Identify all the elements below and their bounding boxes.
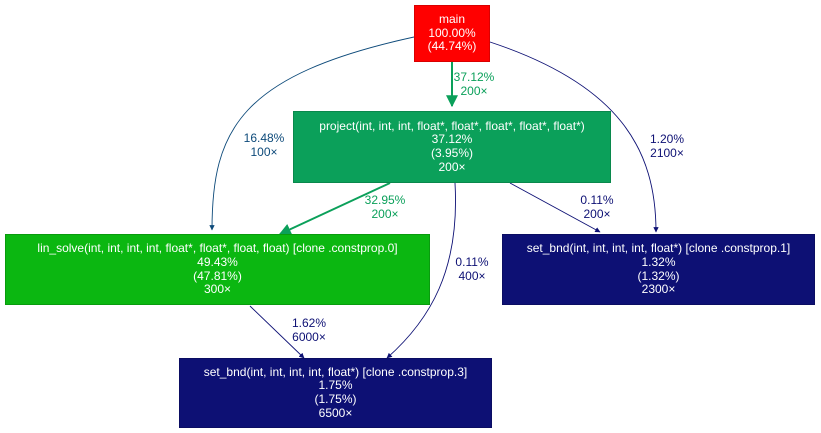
node-set-bnd1-total: 1.32% [641,254,676,269]
edge-main-set-bnd1 [489,41,659,233]
edge-label-main-project: 37.12% 200× [453,70,495,98]
edge-label-project-set-bnd1: 0.11% 200× [580,193,614,221]
edge-label-main-lin-solve: 16.48% 100× [243,131,285,159]
node-project-total: 37.12% [431,132,473,147]
node-lin-solve-calls: 300× [203,282,232,297]
edge-project-set-bnd1 [509,182,601,233]
node-lin-solve-self: (47.81%) [193,268,242,283]
node-set-bnd3-self: (1.75%) [314,392,357,406]
node-set-bnd-constprop-1[interactable]: set_bnd(int, int, int, int, float*) [clo… [502,234,815,305]
node-set-bnd3-total: 1.75% [318,378,353,393]
edge-main-lin-solve [209,36,415,231]
edge-calls: 200× [371,206,399,221]
edge-pct: 1.20% [649,132,685,146]
node-project[interactable]: project(int, int, int, float*, float*, f… [293,111,611,183]
edge-calls: 200× [460,83,488,98]
node-lin-solve-name: lin_solve(int, int, int, int, float*, fl… [37,241,398,256]
node-main-self: (44.74%) [427,39,477,54]
edge-calls: 100× [250,144,278,159]
edge-calls: 400× [458,268,486,283]
edge-calls: 200× [583,206,611,221]
edge-label-project-set-bnd3: 0.11% 400× [455,255,489,283]
edge-pct: 32.95% [364,193,406,207]
edge-project-set-bnd3 [386,182,456,359]
node-lin-solve[interactable]: lin_solve(int, int, int, int, float*, fl… [5,234,430,305]
edge-calls: 6000× [292,329,326,344]
node-set-bnd1-self: (1.32%) [637,268,680,283]
node-project-name: project(int, int, int, float*, float*, f… [319,118,585,133]
node-set-bnd1-name: set_bnd(int, int, int, int, float*) [clo… [526,241,791,256]
edge-pct: 0.11% [580,193,614,207]
node-set-bnd-constprop-3[interactable]: set_bnd(int, int, int, int, float*) [clo… [179,358,492,428]
node-set-bnd1-calls: 2300× [641,282,676,297]
edge-label-project-lin-solve: 32.95% 200× [364,193,406,221]
edge-pct: 16.48% [243,131,285,145]
node-lin-solve-total: 49.43% [197,254,238,269]
edge-calls: 2100× [650,145,684,160]
edge-label-main-set-bnd1: 1.20% 2100× [649,132,685,160]
node-main-name: main [438,12,465,27]
edge-project-lin-solve [278,182,391,235]
edge-lin-solve-set-bnd3 [249,305,305,359]
node-project-self: (3.95%) [430,146,474,160]
edge-pct: 1.62% [291,316,327,330]
edge-label-lin-solve-set-bnd3: 1.62% 6000× [291,316,327,344]
node-set-bnd3-name: set_bnd(int, int, int, int, float*) [clo… [203,364,468,379]
node-main[interactable]: main 100.00% (44.74%) [414,5,490,62]
node-set-bnd3-calls: 6500× [318,405,353,420]
edge-pct: 37.12% [453,70,495,84]
node-main-total: 100.00% [428,25,476,40]
node-project-calls: 200× [438,159,466,174]
edge-pct: 0.11% [455,255,489,269]
